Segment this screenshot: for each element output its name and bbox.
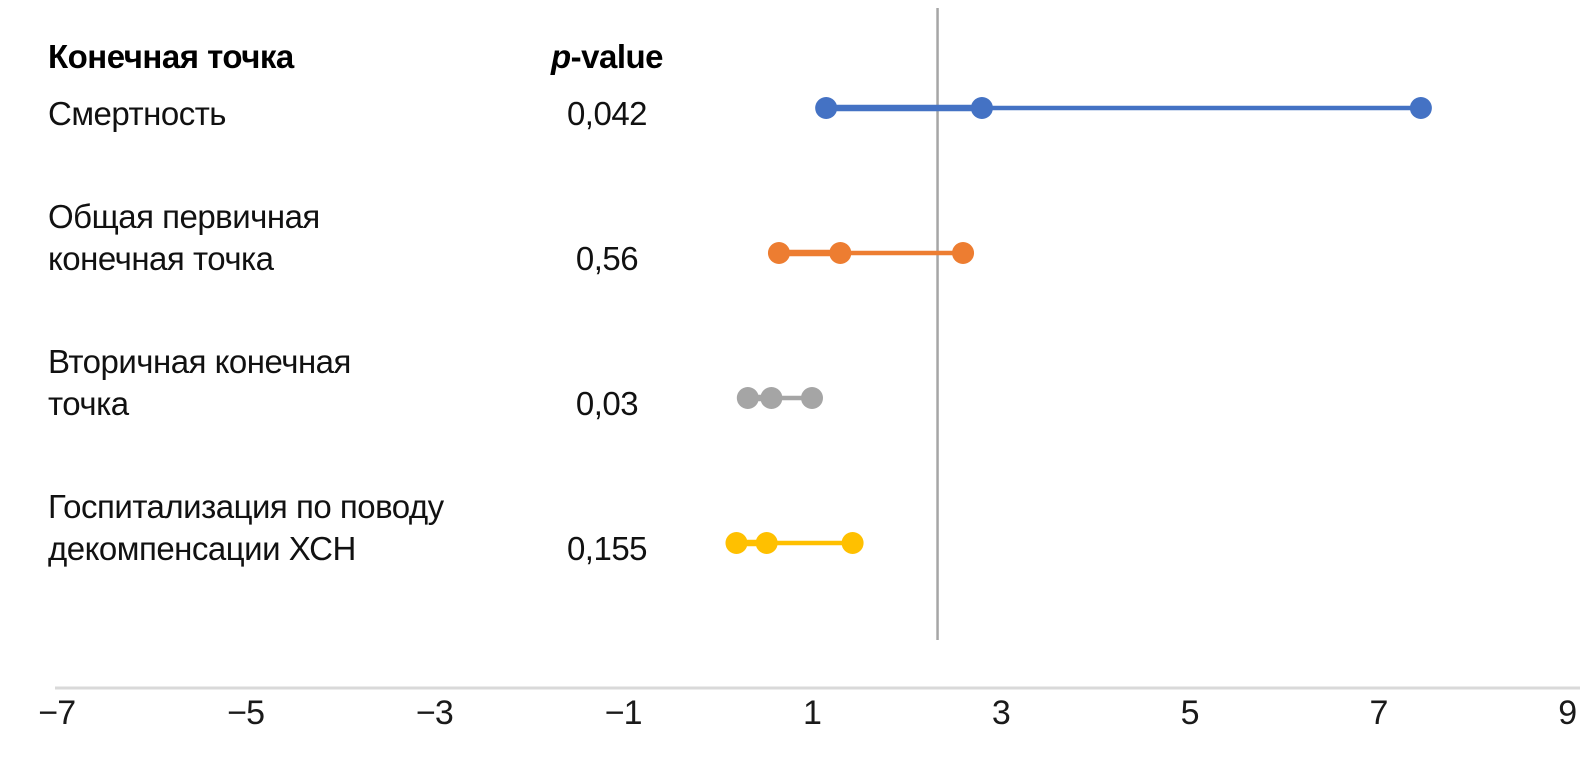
- pvalue-header-rest: -value: [570, 38, 664, 75]
- pvalue-header-p: p: [550, 38, 571, 75]
- data-point-low: [815, 97, 838, 119]
- row-label: Госпитализация по поводу декомпенсации ХС…: [48, 488, 444, 567]
- data-point-mid: [970, 97, 993, 119]
- data-point-low: [725, 532, 748, 554]
- data-point-mid: [755, 532, 778, 554]
- endpoint-column-header: Конечная точка: [48, 38, 294, 75]
- data-point-high: [952, 242, 975, 264]
- row-label: Вторичная конечная точка: [48, 343, 351, 422]
- data-point-high: [841, 532, 864, 554]
- data-point-high: [1409, 97, 1432, 119]
- data-point-low: [767, 242, 790, 264]
- data-point-low: [736, 387, 759, 409]
- data-point-high: [801, 387, 823, 409]
- row-label: Общая первичная конечная точка: [48, 198, 320, 277]
- data-point-mid: [760, 387, 783, 409]
- data-point-mid: [829, 242, 852, 264]
- row-label: Смертность: [48, 95, 227, 132]
